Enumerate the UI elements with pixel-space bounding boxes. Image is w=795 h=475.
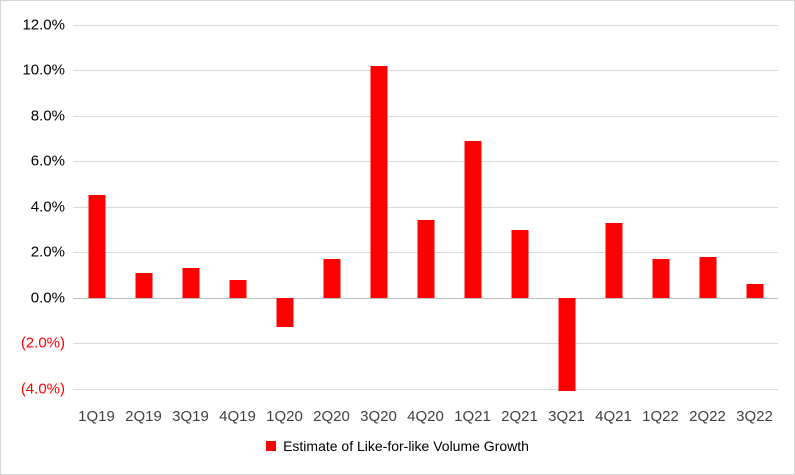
x-axis: 1Q19 2Q19 3Q19 4Q19 1Q20 2Q20 3Q20 4Q20 1Q21 2Q21… bbox=[73, 406, 778, 428]
x-axis-tick-label: 3Q22 bbox=[736, 408, 773, 425]
y-axis-tick-label: 0.0% bbox=[30, 289, 65, 307]
y-axis-tick-label: 10.0% bbox=[22, 61, 65, 79]
bar-1Q21 bbox=[464, 140, 481, 298]
x-axis-tick-label: 3Q20 bbox=[360, 408, 397, 425]
y-axis-tick-label: 6.0% bbox=[30, 152, 65, 170]
bar-3Q21 bbox=[558, 297, 575, 391]
y-axis-tick-label: 8.0% bbox=[30, 107, 65, 125]
x-axis-tick-label: 2Q22 bbox=[689, 408, 726, 425]
bar-3Q19 bbox=[182, 268, 199, 298]
legend-marker-icon bbox=[266, 441, 277, 451]
bar-4Q20 bbox=[417, 220, 434, 298]
legend: Estimate of Like-for-like Volume Growth bbox=[1, 438, 794, 454]
gridline bbox=[73, 115, 778, 117]
y-axis-tick-label: (2.0%) bbox=[20, 334, 65, 352]
gridline bbox=[73, 25, 778, 26]
x-axis-tick-label: 1Q20 bbox=[266, 408, 303, 425]
bar-2Q20 bbox=[323, 259, 340, 298]
y-axis-tick-label: 2.0% bbox=[30, 243, 65, 261]
bar-2Q19 bbox=[135, 272, 152, 298]
x-axis-tick-label: 1Q19 bbox=[78, 408, 115, 425]
x-axis-tick-label: 3Q21 bbox=[548, 408, 585, 425]
x-axis-tick-label: 1Q22 bbox=[642, 408, 679, 425]
bar-1Q22 bbox=[652, 259, 669, 298]
y-axis-tick-label: (4.0%) bbox=[20, 380, 65, 398]
bar-2Q21 bbox=[511, 229, 528, 298]
x-axis-tick-label: 1Q21 bbox=[454, 408, 491, 425]
gridline bbox=[73, 206, 778, 208]
x-axis-tick-label: 3Q19 bbox=[172, 408, 209, 425]
x-axis-tick-label: 4Q21 bbox=[595, 408, 632, 425]
x-axis-tick-label: 4Q19 bbox=[219, 408, 256, 425]
x-axis-tick-label: 2Q20 bbox=[313, 408, 350, 425]
y-axis-tick-label: 4.0% bbox=[30, 198, 65, 216]
x-axis-tick-label: 2Q19 bbox=[125, 408, 162, 425]
bar-4Q19 bbox=[229, 279, 246, 298]
gridline bbox=[73, 161, 778, 163]
plot-area bbox=[73, 25, 778, 400]
gridline bbox=[73, 388, 778, 390]
bar-3Q22 bbox=[746, 284, 763, 298]
bar-4Q21 bbox=[605, 222, 622, 298]
y-axis: 12.0% 10.0% 8.0% 6.0% 4.0% 2.0% 0.0% (2.0%) (4.0… bbox=[1, 17, 65, 400]
x-axis-tick-label: 4Q20 bbox=[407, 408, 444, 425]
legend-label: Estimate of Like-for-like Volume Growth bbox=[283, 438, 529, 454]
x-axis-tick-label: 2Q21 bbox=[501, 408, 538, 425]
zero-axis-line bbox=[73, 297, 778, 299]
gridline bbox=[73, 343, 778, 345]
gridline bbox=[73, 70, 778, 72]
bar-2Q22 bbox=[699, 256, 716, 298]
y-axis-tick-label: 12.0% bbox=[22, 16, 65, 34]
bar-3Q20 bbox=[370, 65, 387, 298]
bar-1Q19 bbox=[88, 195, 105, 298]
bar-1Q20 bbox=[276, 297, 293, 328]
